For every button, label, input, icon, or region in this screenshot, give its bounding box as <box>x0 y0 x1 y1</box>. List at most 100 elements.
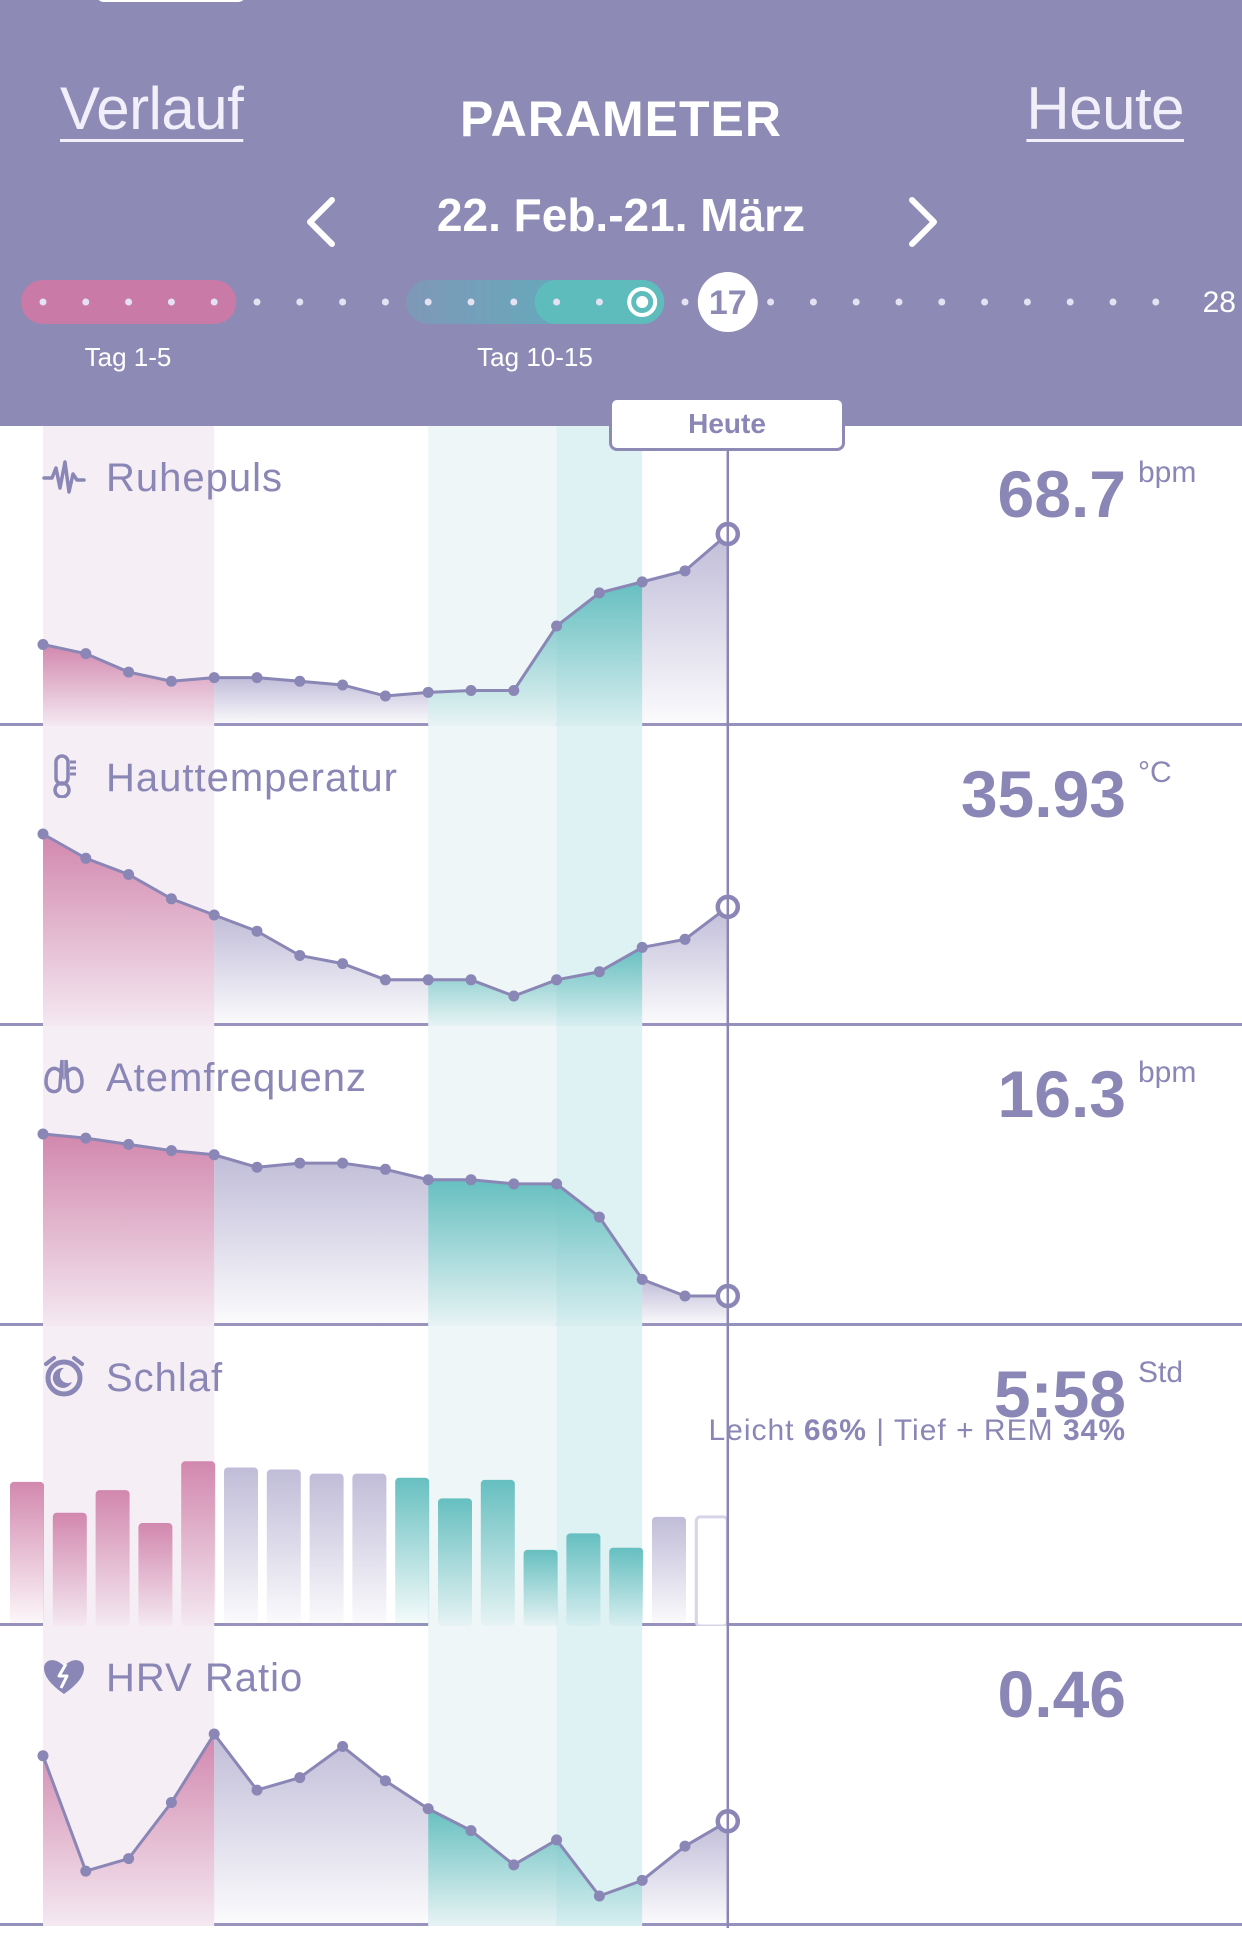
timeline-day-dot <box>253 298 261 306</box>
heartbeat-icon <box>42 454 86 498</box>
data-point <box>508 990 520 1002</box>
sleep-bar <box>395 1477 430 1626</box>
timeline-day-dot <box>381 298 389 306</box>
today-point[interactable] <box>715 521 741 547</box>
data-point <box>251 1784 263 1796</box>
data-point <box>379 690 391 702</box>
app-header: Verlauf PARAMETER Heute 22. Feb.-21. Mär… <box>0 0 1242 426</box>
timeline-day-dot <box>852 298 860 306</box>
sleep-bar <box>609 1547 644 1626</box>
sleep-bar <box>480 1479 515 1626</box>
area-neutral <box>214 915 429 1026</box>
sleep-breakdown: Leicht 66% | Tief + REM 34% <box>708 1414 1126 1448</box>
timeline-day-dot <box>681 298 689 306</box>
area-phase-2 <box>428 947 643 1026</box>
timeline-day-dot <box>424 298 432 306</box>
data-point <box>593 1211 605 1223</box>
sleep-light-value: 66% <box>803 1414 867 1447</box>
data-point <box>551 974 563 986</box>
schlaf-title: Schlaf <box>106 1356 224 1400</box>
data-point <box>465 684 477 696</box>
lungs-icon <box>42 1054 86 1098</box>
atemfrequenz-title: Atemfrequenz <box>106 1056 368 1100</box>
data-point <box>208 909 220 921</box>
data-point <box>337 1740 349 1752</box>
timeline-day-dot <box>1109 298 1117 306</box>
heute-link[interactable]: Heute <box>1026 75 1184 142</box>
chevron-right-icon[interactable] <box>898 192 948 252</box>
timeline-day-dot <box>595 298 603 306</box>
data-point <box>636 1874 648 1886</box>
sleep-light-label: Leicht <box>708 1414 795 1447</box>
phase-2-band <box>428 726 557 1026</box>
data-point <box>679 1840 691 1852</box>
data-point <box>37 1128 49 1140</box>
data-point <box>123 666 135 678</box>
timeline-day-dot <box>39 298 47 306</box>
area-phase-1 <box>43 1134 215 1326</box>
data-point <box>80 1865 92 1877</box>
data-point <box>679 565 691 577</box>
heart-bolt-icon <box>42 1654 86 1698</box>
data-point <box>165 893 177 905</box>
data-point <box>593 587 605 599</box>
data-point <box>80 1132 92 1144</box>
data-point <box>551 1178 563 1190</box>
today-point[interactable] <box>715 894 741 920</box>
chevron-left-icon[interactable] <box>296 192 346 252</box>
schlaf-value: 5:58 <box>993 1357 1126 1431</box>
area-neutral <box>214 1154 429 1326</box>
data-point <box>379 1775 391 1787</box>
status-bar <box>0 0 1242 12</box>
sleep-bar <box>224 1467 258 1626</box>
area-phase-1 <box>43 834 215 1026</box>
sleep-deep-value: 34% <box>1062 1414 1126 1447</box>
data-point <box>37 1750 49 1762</box>
sleep-bar-today[interactable] <box>694 1515 729 1626</box>
timeline-day-dot <box>1066 298 1074 306</box>
area-recent <box>642 906 728 1026</box>
sleep-separator: | <box>876 1414 886 1447</box>
data-point <box>465 1174 477 1186</box>
atemfrequenz-unit: bpm <box>1138 1056 1197 1089</box>
data-point <box>294 1157 306 1169</box>
data-point <box>679 933 691 945</box>
verlauf-link[interactable]: Verlauf <box>60 75 244 142</box>
data-point <box>165 675 177 687</box>
timeline-day-dot <box>1023 298 1031 306</box>
data-point <box>37 638 49 650</box>
data-point <box>37 828 49 840</box>
data-point <box>165 1797 177 1809</box>
data-point <box>294 950 306 961</box>
metric-row-hrv[interactable]: HRV Ratio 0.46 <box>0 1626 1242 1926</box>
timeline-day-dot <box>1152 298 1160 306</box>
data-point <box>294 675 306 687</box>
area-neutral <box>214 1734 429 1926</box>
sleep-bar <box>138 1523 173 1626</box>
sleep-bar <box>309 1473 344 1626</box>
data-point <box>593 966 605 978</box>
today-point[interactable] <box>715 1283 741 1309</box>
area-phase-1 <box>43 644 215 726</box>
sleep-bar <box>652 1516 686 1626</box>
current-day-circle[interactable] <box>697 272 758 332</box>
metric-row-ruhepuls[interactable]: Ruhepuls 68.7 bpm <box>0 426 1242 726</box>
area-phase-1 <box>43 1734 215 1926</box>
timeline-day-dot <box>210 298 218 306</box>
today-point[interactable] <box>715 1808 741 1834</box>
metric-row-schlaf[interactable]: Schlaf 5:58 Std Leicht 66% | Tief + REM 34% <box>0 1326 1242 1626</box>
schlaf-unit: Std <box>1138 1356 1184 1389</box>
hauttemperatur-unit: °C <box>1138 756 1172 789</box>
area-recent <box>642 534 728 726</box>
area-neutral <box>214 677 429 726</box>
metric-row-hauttemperatur[interactable]: Hauttemperatur 35.93 °C <box>0 726 1242 1026</box>
phase-1-label: Tag 1-5 <box>84 342 172 372</box>
data-point <box>337 958 349 970</box>
thermometer-icon <box>42 754 86 799</box>
data-point <box>208 1149 220 1161</box>
metric-row-atemfrequenz[interactable]: Atemfrequenz 16.3 bpm <box>0 1026 1242 1326</box>
timeline-day-dot <box>82 298 90 306</box>
sleep-bar <box>352 1473 387 1626</box>
cycle-timeline[interactable]: 17 28 Tag 1-5 Tag 10-15 <box>0 262 1242 382</box>
sleep-bar <box>181 1461 216 1626</box>
